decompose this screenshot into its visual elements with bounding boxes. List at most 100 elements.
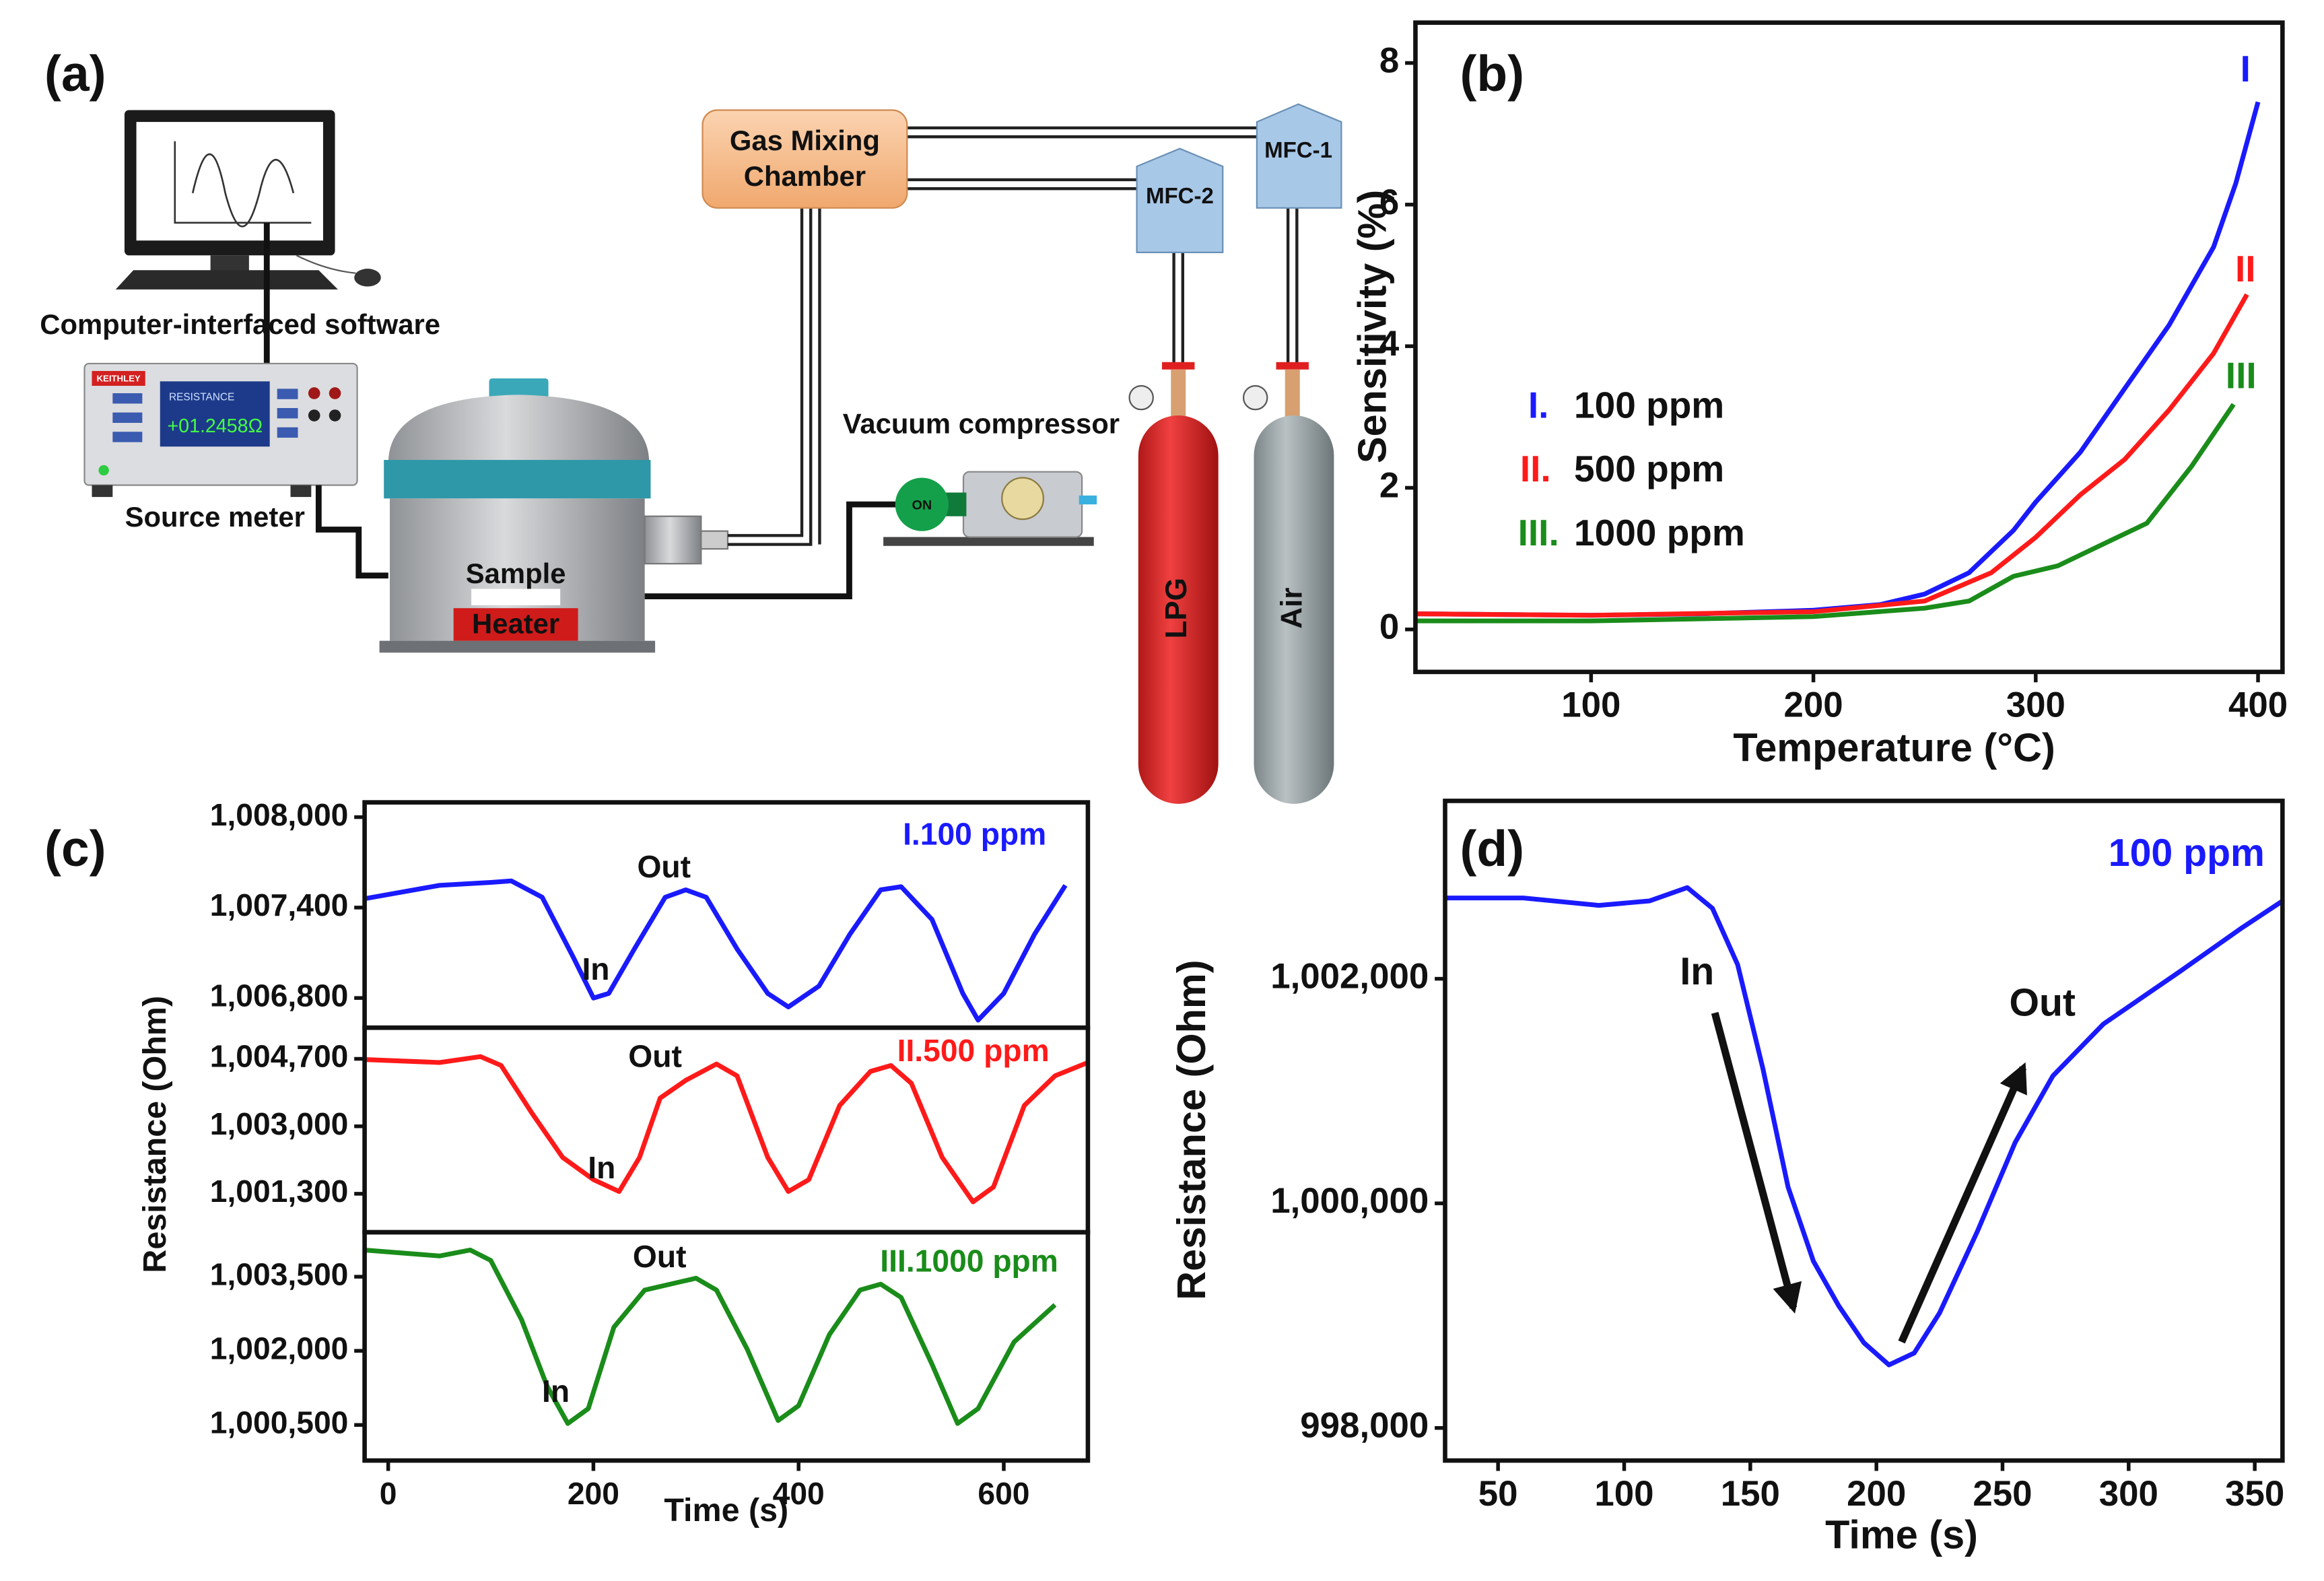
computer-label: Computer-interfaced software (40, 308, 440, 340)
valve (1171, 369, 1186, 417)
x-tick-label: 100 (1561, 685, 1620, 725)
x-axis-title: Temperature (°C) (1733, 725, 2055, 770)
data-line (1445, 885, 2284, 1368)
panel-label: (b) (1460, 45, 1525, 102)
y-tick-label: 1,002,000 (1270, 957, 1429, 997)
gas-pipe (727, 207, 821, 546)
series-end-label: III (2226, 355, 2257, 397)
meter-screen (160, 381, 270, 447)
chamber-dome (388, 395, 650, 463)
y-tick-label: 1,002,000 (210, 1331, 349, 1366)
x-tick-label: 150 (1721, 1474, 1780, 1514)
arrow (1898, 1062, 2027, 1344)
y-tick-label: 1,000,000 (1270, 1181, 1429, 1221)
y-axis-title: Resistance (Ohm) (1169, 960, 1214, 1300)
annotation: Out (633, 1239, 687, 1274)
y-axis-title: Sensitivity (%) (1350, 190, 1395, 463)
keyboard (115, 270, 338, 290)
valve (1285, 369, 1300, 417)
chamber-band (384, 460, 651, 499)
vacuum-label: Vacuum compressor (843, 407, 1120, 439)
y-axis-title: Resistance (Ohm) (137, 996, 173, 1273)
x-tick-label: 350 (2225, 1474, 2284, 1514)
y-tick-label: 1,000,500 (210, 1405, 349, 1440)
valve-handle (1162, 362, 1195, 370)
plot-frame (1413, 20, 2285, 675)
wire (644, 501, 897, 600)
plot-frame (1443, 799, 2285, 1463)
x-tick-label: 0 (380, 1476, 397, 1511)
x-tick-label: 200 (1847, 1474, 1906, 1514)
mfc-2-label: MFC-2 (1146, 183, 1214, 208)
lpg-cylinder (1138, 415, 1219, 804)
panel-label: (d) (1460, 820, 1525, 877)
series-label: I.100 ppm (903, 816, 1046, 851)
port-nozzle (700, 530, 729, 550)
x-tick-label: 300 (2099, 1474, 2158, 1514)
y-tick-label: 1,004,700 (210, 1039, 349, 1074)
brand-plate (92, 370, 145, 386)
heater (453, 608, 578, 641)
series-end-label: I (2241, 48, 2251, 90)
legend-label: 1000 ppm (1574, 512, 1745, 553)
mixing-chamber-label: Chamber (744, 160, 866, 192)
gauge (1128, 384, 1154, 411)
y-tick-label: 1,008,000 (210, 797, 349, 832)
legend-label: 500 ppm (1574, 448, 1724, 490)
x-tick-label: 300 (2006, 685, 2065, 725)
plot-frame (362, 1230, 1091, 1463)
wire (315, 485, 388, 579)
data-line (1415, 293, 2249, 618)
x-tick-label: 50 (1478, 1474, 1518, 1514)
meter-terminals (308, 387, 341, 422)
panel-label: (a) (44, 45, 106, 102)
meter-reading: +01.2458Ω (167, 415, 263, 437)
annotation: In (588, 1150, 615, 1185)
compressor-outlet (1079, 495, 1097, 505)
pump-motor (895, 477, 949, 531)
compressor-base (883, 537, 1094, 546)
series-end-label: II (2235, 248, 2256, 290)
x-tick-label: 600 (978, 1476, 1029, 1511)
mfc-2 (1136, 147, 1224, 253)
gas-pipe (907, 126, 1291, 191)
data-line (364, 878, 1068, 1023)
air-label: Air (1276, 588, 1309, 629)
meter-foot (92, 485, 113, 498)
annotation: Out (2009, 981, 2076, 1024)
data-line (364, 1247, 1057, 1426)
x-tick-label: 200 (1783, 685, 1843, 725)
brand: KEITHLEY (97, 374, 141, 384)
y-tick-label: 4 (1379, 324, 1400, 364)
y-tick-label: 0 (1379, 607, 1399, 647)
power-led (98, 465, 109, 476)
x-tick-label: 400 (2228, 685, 2288, 725)
setup-diagram: (a) Computer-interfaced software KEITHLE… (40, 45, 1342, 804)
y-tick-label: 1,001,300 (210, 1174, 349, 1209)
annotation: In (582, 951, 609, 986)
x-axis-title: Time (s) (664, 1492, 788, 1528)
data-line (364, 1054, 1089, 1205)
annotation: In (542, 1374, 570, 1409)
mouse (354, 269, 381, 287)
series-label: II.500 ppm (897, 1033, 1050, 1068)
y-tick-label: 1,006,800 (210, 978, 349, 1013)
panel-label: (c) (44, 820, 106, 877)
gas-pipe (1172, 207, 1299, 364)
mouse-cable (296, 255, 356, 274)
series-label: 100 ppm (2109, 832, 2265, 875)
monitor-screen (136, 122, 323, 241)
y-tick-label: 8 (1379, 40, 1399, 80)
gauge (1242, 384, 1268, 411)
x-tick-label: 400 (773, 1476, 825, 1511)
x-axis-title: Time (s) (1825, 1512, 1978, 1557)
valve-handle (1276, 362, 1309, 370)
mixing-chamber (702, 109, 908, 209)
chamber-base (379, 640, 656, 653)
y-tick-label: 1,003,000 (210, 1106, 349, 1141)
annotation: In (1680, 950, 1714, 993)
mfc-1-label: MFC-1 (1264, 137, 1332, 162)
meter-buttons (112, 389, 298, 442)
